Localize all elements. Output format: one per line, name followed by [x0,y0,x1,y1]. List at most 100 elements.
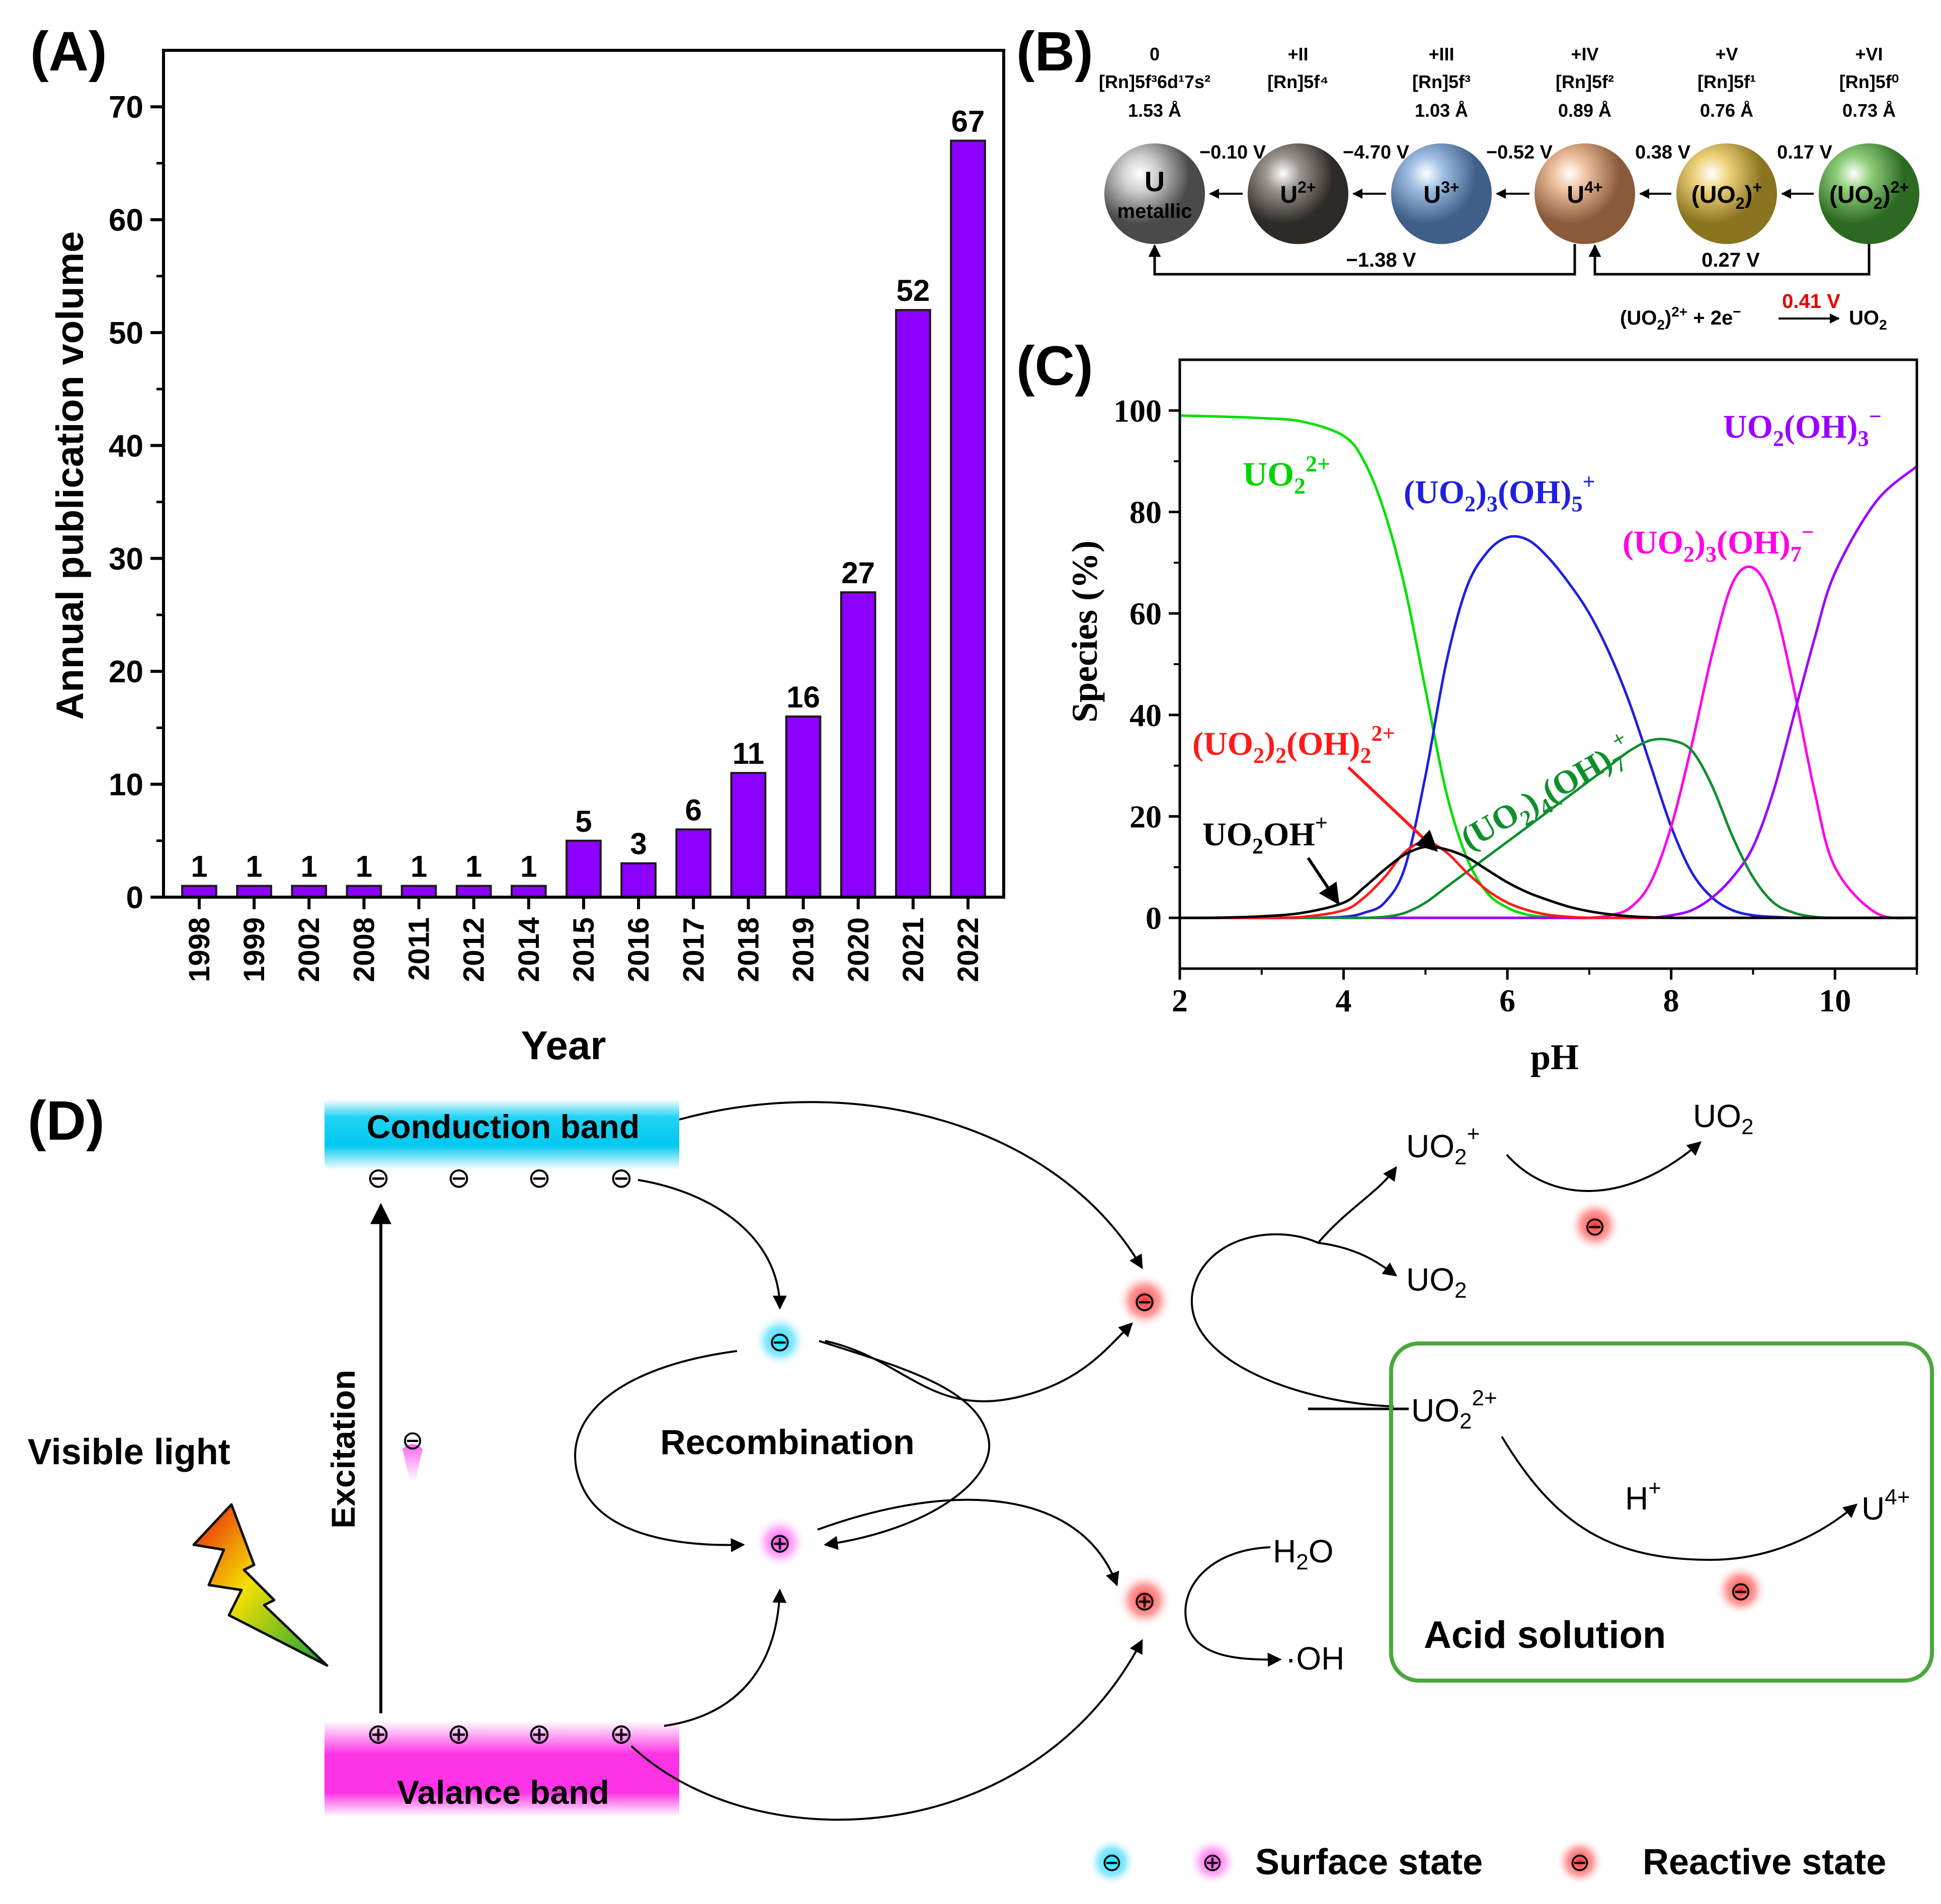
x-tick-label: 8 [1663,983,1679,1018]
bar [565,839,602,899]
legend-surface-label: Surface state [1255,1842,1483,1882]
y-tick-label: 0 [1146,900,1162,936]
y-tick-label: 60 [109,203,143,238]
series-line [1180,535,1917,919]
arrow-reactive-loop [1190,1166,1397,1407]
reactive-electron-glow-2 [1569,1199,1621,1251]
bar-data-label: 6 [685,793,702,827]
chart-a-y-axis: 0 10 20 30 40 50 60 70 [109,90,164,915]
species-label: (UO2)+ [1691,178,1762,212]
uranium-sphere [1534,143,1635,244]
bar [675,828,712,898]
bar-data-label: 27 [841,556,875,590]
acid-solution-box [1389,1341,1934,1683]
reactive-hole-glow [1117,1572,1172,1628]
arrow-uo22p-to-u4 [1501,1436,1858,1561]
bar-data-label: 1 [191,850,207,884]
uranium-sphere [1676,143,1777,244]
species-label: U2+ [1280,178,1316,208]
electron-config: [Rn]5f³6d¹7s² [1099,71,1210,92]
surface-hole: ⊕ [768,1528,791,1558]
y-tick-label: 80 [1129,495,1162,530]
lightning-bolt-icon [192,1503,329,1667]
reactive-electron-glow [1117,1273,1172,1328]
bar [291,885,328,899]
x-tick-label: 2002 [293,917,326,982]
long-arrow-u4-to-u [1148,244,1576,276]
hole: ⊕ [610,1718,633,1750]
hole: ⊕ [528,1718,551,1750]
ionic-radius: 0.89 Å [1558,100,1611,121]
ionic-radius: 1.03 Å [1415,100,1468,121]
x-tick-label: 4 [1336,983,1352,1018]
electron-config: [Rn]5f² [1556,71,1614,92]
valance-band-label: Valance band [397,1774,609,1811]
surface-electron-glow [754,1315,806,1367]
bar [181,885,217,899]
uo2-top-label: UO2 [1693,1098,1753,1139]
species-label: (UO2)2+ [1829,178,1909,212]
chart-a-ylabel: Annual publication volume [49,231,92,720]
electron: ⊖ [610,1162,633,1194]
y-tick-label: 30 [109,542,143,577]
oxidation-state: +VI [1855,44,1883,64]
conduction-band-label: Conduction band [367,1108,640,1145]
x-tick-label: 2011 [403,917,436,981]
y-tick-label: 0 [126,881,143,915]
arrow-h2o-to-oh [1184,1546,1282,1667]
bar-data-label: 3 [630,827,646,861]
potential-label: −4.70 V [1343,142,1410,163]
x-tick-label: 2 [1172,983,1188,1018]
chart-c-frame [1178,358,1918,970]
legend-surface-electron: ⊖ [1101,1848,1122,1876]
label-uo24oh7: (UO2)4(OH)7+ [1452,726,1642,862]
reactive-electron-2: ⊖ [1584,1212,1606,1241]
excitation-label: Excitation [325,1370,362,1528]
x-tick-label: 2016 [622,917,655,982]
hole: ⊕ [447,1718,471,1750]
panel-b-label: (B) [1016,21,1093,83]
bar [511,885,547,899]
label-uo23oh5: (UO2)3(OH)5+ [1404,469,1595,516]
uo2-mid-label: UO2 [1406,1261,1467,1303]
uranium-sphere [1819,143,1919,244]
chart-a-frame [162,49,1005,899]
potential-label: −0.52 V [1486,142,1553,163]
bar [785,715,822,898]
bar [620,862,657,899]
bar-data-label: 1 [301,850,317,884]
panel-d-label: (D) [28,1090,105,1152]
visible-light-label: Visible light [28,1432,230,1472]
hole: ⊕ [367,1718,390,1750]
species-label: U3+ [1423,178,1459,208]
bar [346,885,382,899]
ionic-radius: 1.53 Å [1128,100,1181,121]
x-tick-label: 2018 [732,917,765,982]
bar-data-label: 5 [575,805,592,838]
electron: ⊖ [367,1162,390,1194]
x-tick-label: 2012 [458,917,491,982]
bar-data-label: 52 [897,274,930,307]
chart-c-axes: 0 20 40 60 80 100 2 4 6 8 10 [1113,393,1918,1018]
bar-data-label: 67 [951,105,985,138]
chart-c-lines [1179,414,1918,920]
long-arrow-uo22-to-u4 [1588,244,1871,276]
label-uo2oh: UO2OH+ [1202,811,1328,858]
legend-reactive: ⊖ [1569,1848,1590,1876]
x-tick-label: 1999 [238,917,271,982]
potential-label: −0.10 V [1199,142,1266,163]
x-tick-label: 6 [1499,983,1515,1018]
chart-a-xlabel: Year [521,1023,606,1068]
cb-electrons: ⊖ ⊖ ⊖ ⊖ [367,1162,633,1194]
reactive-electron-3: ⊖ [1730,1577,1752,1606]
surface-hole-glow [754,1516,806,1568]
arrow-surface-to-reactive [825,1322,1133,1402]
bar [895,309,931,898]
label-uo22oh2: (UO2)2(OH)22+ [1192,721,1395,768]
bar [236,885,272,899]
oxidation-state: +II [1287,44,1308,64]
reactive-electron: ⊖ [1133,1287,1156,1317]
conduction-band [325,1099,679,1170]
